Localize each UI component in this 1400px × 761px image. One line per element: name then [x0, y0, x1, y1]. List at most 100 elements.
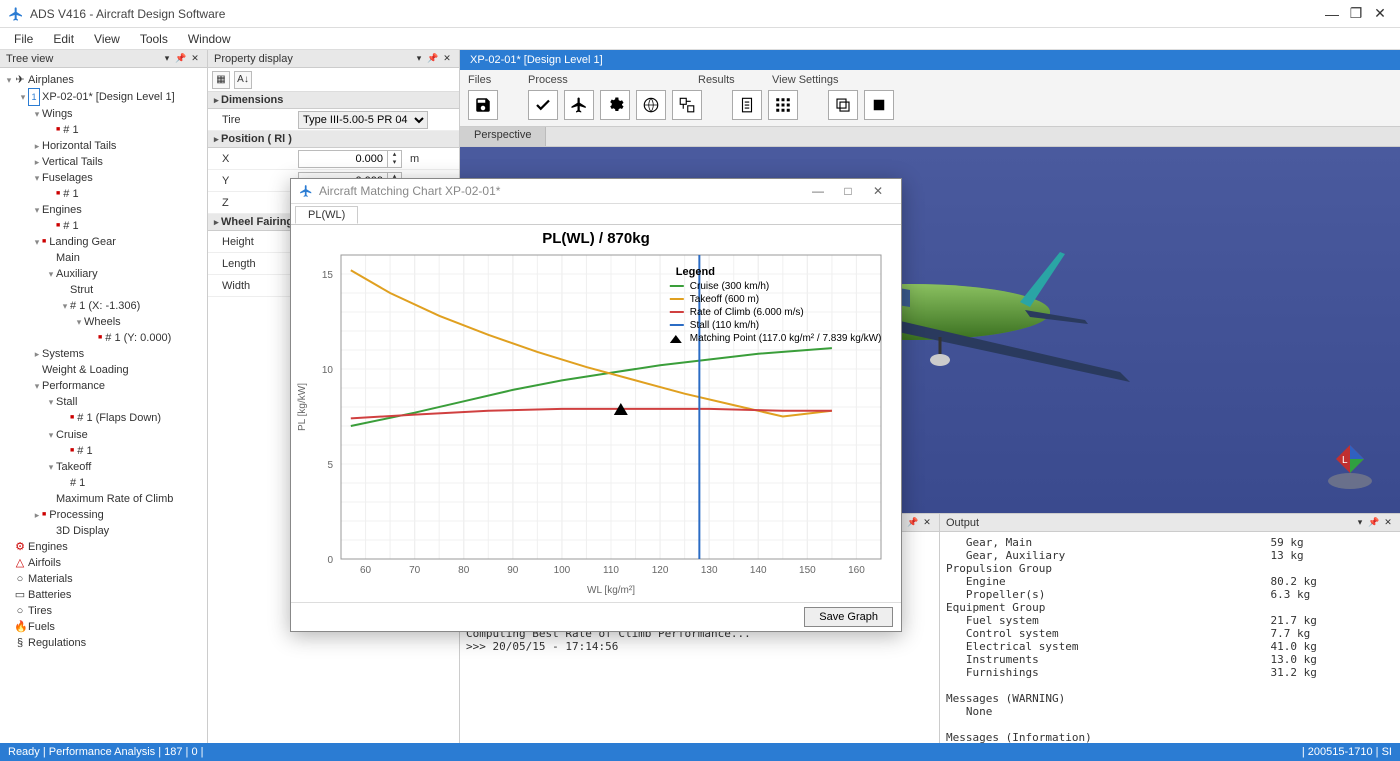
tree-item[interactable]: ▾■ Landing Gear: [2, 234, 205, 250]
tree-item[interactable]: ■ # 1 (Y: 0.000): [2, 330, 205, 346]
tree-item[interactable]: ▾Performance: [2, 378, 205, 394]
tree-item[interactable]: ▾1XP-02-01* [Design Level 1]: [2, 88, 205, 106]
console-close-icon[interactable]: ✕: [921, 517, 933, 528]
prop-categorize-button[interactable]: ▦: [212, 71, 230, 89]
tree-item[interactable]: ▸Vertical Tails: [2, 154, 205, 170]
tree-item[interactable]: △Airfoils: [2, 555, 205, 571]
tree-item[interactable]: Maximum Rate of Climb: [2, 491, 205, 507]
close-button[interactable]: ✕: [1368, 5, 1392, 22]
swap-icon[interactable]: [672, 90, 702, 120]
svg-text:Cruise (300 km/h): Cruise (300 km/h): [690, 281, 769, 292]
svg-text:Rate of Climb (6.000 m/s): Rate of Climb (6.000 m/s): [690, 307, 804, 318]
statusbar: Ready | Performance Analysis | 187 | 0 |…: [0, 743, 1400, 761]
tree-item[interactable]: ■ # 1: [2, 186, 205, 202]
prop-select[interactable]: Type III-5.00-5 PR 04: [298, 111, 428, 129]
svg-text:130: 130: [701, 565, 718, 576]
tree-item[interactable]: ▾Cruise: [2, 427, 205, 443]
pin2-icon[interactable]: 📌: [175, 53, 187, 64]
tree-item[interactable]: ■ # 1: [2, 443, 205, 459]
tree-body[interactable]: ▾✈Airplanes▾1XP-02-01* [Design Level 1]▾…: [0, 68, 207, 743]
menu-file[interactable]: File: [4, 30, 43, 48]
prop-sort-button[interactable]: A↓: [234, 71, 252, 89]
check-icon[interactable]: [528, 90, 558, 120]
chart-close-button[interactable]: ✕: [863, 184, 893, 198]
chart-titlebar[interactable]: Aircraft Matching Chart XP-02-01* — □ ✕: [291, 179, 901, 204]
menu-window[interactable]: Window: [178, 30, 241, 48]
globe-icon[interactable]: [636, 90, 666, 120]
toolbar-group-process: Process: [528, 74, 698, 86]
output-pin2-icon[interactable]: 📌: [1368, 517, 1380, 528]
tree-item[interactable]: ⚙Engines: [2, 539, 205, 555]
svg-text:110: 110: [603, 565, 619, 576]
chart-maximize-button[interactable]: □: [833, 184, 863, 198]
save-graph-button[interactable]: Save Graph: [804, 607, 893, 627]
pin-icon[interactable]: ▾: [161, 53, 173, 64]
toolbar: Files Process Results View Settings: [460, 70, 1400, 127]
tree-item[interactable]: Main: [2, 250, 205, 266]
tree-item[interactable]: ▾Wings: [2, 106, 205, 122]
tree-item[interactable]: ▸■ Processing: [2, 507, 205, 523]
save-icon[interactable]: [468, 90, 498, 120]
tree-item[interactable]: Strut: [2, 282, 205, 298]
tree-item[interactable]: ▾# 1 (X: -1.306): [2, 298, 205, 314]
tree-item[interactable]: 🔥Fuels: [2, 619, 205, 635]
layers-icon[interactable]: [828, 90, 858, 120]
prop-section[interactable]: Position ( Rl ): [208, 131, 459, 148]
chart-tab-plwl[interactable]: PL(WL): [295, 206, 358, 224]
svg-text:5: 5: [327, 460, 333, 471]
menu-view[interactable]: View: [84, 30, 130, 48]
prop-input[interactable]: [298, 150, 388, 168]
tree-item[interactable]: ■ # 1 (Flaps Down): [2, 410, 205, 426]
tree-item[interactable]: ▾Wheels: [2, 314, 205, 330]
grid-icon[interactable]: [768, 90, 798, 120]
menu-edit[interactable]: Edit: [43, 30, 84, 48]
tree-item[interactable]: ▾✈Airplanes: [2, 72, 205, 88]
chart-footer: Save Graph: [291, 602, 901, 631]
plane-icon[interactable]: [564, 90, 594, 120]
svg-text:90: 90: [507, 565, 519, 576]
tree-item[interactable]: ▾Fuselages: [2, 170, 205, 186]
output-pin-icon[interactable]: ▾: [1354, 517, 1366, 528]
tree-item[interactable]: Weight & Loading: [2, 362, 205, 378]
chart-tabs: PL(WL): [291, 204, 901, 225]
tree-item[interactable]: ▾Auxiliary: [2, 266, 205, 282]
menubar: File Edit View Tools Window: [0, 28, 1400, 50]
tree-item[interactable]: ○Materials: [2, 571, 205, 587]
tree-item[interactable]: ■ # 1: [2, 218, 205, 234]
tree-item[interactable]: ▾Stall: [2, 394, 205, 410]
document-tabs: XP-02-01* [Design Level 1]: [460, 50, 1400, 70]
output-close-icon[interactable]: ✕: [1382, 517, 1394, 528]
tree-item[interactable]: §Regulations: [2, 635, 205, 651]
tree-item[interactable]: ▸Systems: [2, 346, 205, 362]
output-body[interactable]: Gear, Main 59 kg Gear, Auxiliary 13 kg P…: [940, 532, 1400, 743]
minimize-button[interactable]: —: [1320, 6, 1344, 22]
prop-pin2-icon[interactable]: 📌: [427, 53, 439, 64]
svg-text:70: 70: [409, 565, 421, 576]
axis-widget-icon[interactable]: L: [1320, 433, 1380, 493]
tree-item[interactable]: # 1: [2, 475, 205, 491]
tree-item[interactable]: 3D Display: [2, 523, 205, 539]
svg-text:140: 140: [750, 565, 767, 576]
close-panel-icon[interactable]: ✕: [189, 53, 201, 64]
menu-tools[interactable]: Tools: [130, 30, 178, 48]
prop-close-icon[interactable]: ✕: [441, 53, 453, 64]
output-header: Output ▾📌✕: [940, 514, 1400, 532]
report-icon[interactable]: [732, 90, 762, 120]
prop-section[interactable]: Dimensions: [208, 92, 459, 109]
svg-text:15: 15: [322, 270, 334, 281]
solid-icon[interactable]: [864, 90, 894, 120]
tree-item[interactable]: ▾Engines: [2, 202, 205, 218]
gear-icon[interactable]: [600, 90, 630, 120]
viewport-tab-perspective[interactable]: Perspective: [460, 127, 546, 146]
tree-item[interactable]: ■ # 1: [2, 122, 205, 138]
tree-item[interactable]: ▭Batteries: [2, 587, 205, 603]
tree-item[interactable]: ▸Horizontal Tails: [2, 138, 205, 154]
chart-minimize-button[interactable]: —: [803, 184, 833, 198]
prop-pin-icon[interactable]: ▾: [413, 53, 425, 64]
console-pin2-icon[interactable]: 📌: [907, 517, 919, 528]
maximize-button[interactable]: ❐: [1344, 5, 1368, 22]
tree-item[interactable]: ▾Takeoff: [2, 459, 205, 475]
document-tab[interactable]: XP-02-01* [Design Level 1]: [460, 52, 613, 68]
chart-app-icon: [299, 184, 313, 198]
tree-item[interactable]: ○Tires: [2, 603, 205, 619]
